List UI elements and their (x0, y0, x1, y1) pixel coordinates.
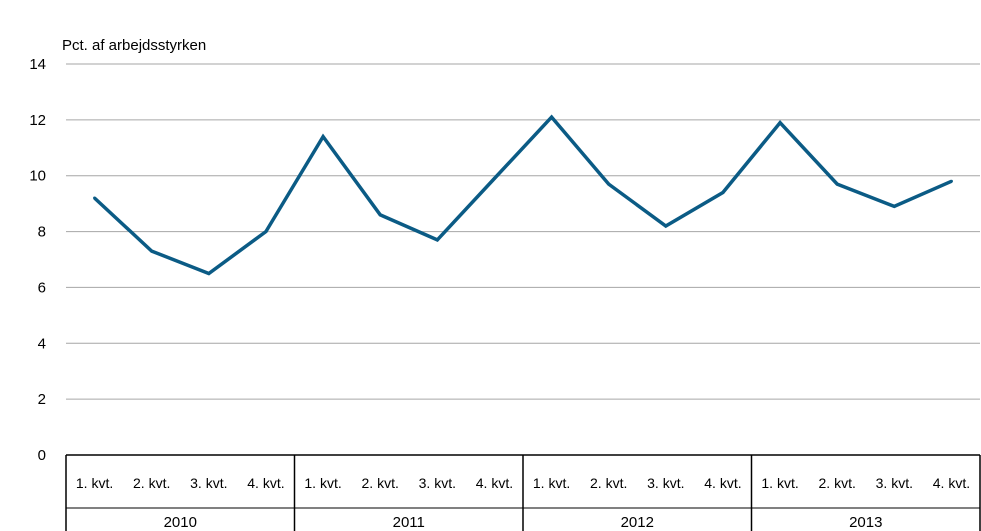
year-label: 2013 (849, 514, 882, 531)
data-point (93, 196, 97, 200)
y-tick-label: 6 (38, 279, 46, 296)
x-tick-label: 1. kvt. (304, 475, 341, 491)
x-tick-label: 3. kvt. (419, 475, 456, 491)
x-tick-label: 4. kvt. (704, 475, 741, 491)
data-point (835, 182, 839, 186)
x-tick-label: 4. kvt. (933, 475, 970, 491)
data-point (607, 182, 611, 186)
y-tick-label: 12 (29, 112, 46, 129)
x-tick-label: 1. kvt. (761, 475, 798, 491)
year-label: 2012 (621, 514, 654, 531)
data-point (778, 121, 782, 125)
y-axis-title: Pct. af arbejdsstyrken (62, 37, 206, 54)
y-tick-label: 10 (29, 168, 46, 185)
x-tick-label: 2. kvt. (133, 475, 170, 491)
data-point (721, 190, 725, 194)
x-tick-label: 4. kvt. (476, 475, 513, 491)
y-tick-label: 0 (38, 447, 46, 464)
y-axis-ticks: 0 2 4 6 8 10 12 14 (29, 56, 46, 464)
y-tick-label: 4 (38, 335, 46, 352)
year-label: 2010 (164, 514, 197, 531)
series-line (93, 114, 953, 276)
data-point (892, 204, 896, 208)
data-point (664, 224, 668, 228)
x-axis-category-table: 1. kvt. 2. kvt. 3. kvt. 4. kvt. 2010 1. kvt. 2… (65, 454, 981, 531)
x-tick-label: 1. kvt. (76, 475, 113, 491)
x-tick-label: 1. kvt. (533, 475, 570, 491)
y-tick-label: 8 (38, 224, 46, 241)
x-tick-label: 3. kvt. (876, 475, 913, 491)
data-point (207, 271, 211, 275)
y-tick-label: 2 (38, 391, 46, 408)
data-point (264, 230, 268, 234)
year-label: 2011 (393, 514, 425, 531)
series-layer (93, 114, 953, 276)
x-tick-label: 3. kvt. (647, 475, 684, 491)
x-tick-label: 2. kvt. (362, 475, 399, 491)
data-point (378, 213, 382, 217)
x-tick-label: 4. kvt. (247, 475, 284, 491)
gridlines (66, 63, 980, 400)
data-point (435, 238, 439, 242)
data-point (949, 179, 953, 183)
x-tick-label: 2. kvt. (590, 475, 627, 491)
y-tick-label: 14 (29, 56, 46, 73)
x-tick-label: 2. kvt. (819, 475, 856, 491)
data-point (550, 115, 554, 119)
data-point (321, 135, 325, 139)
data-point (492, 177, 496, 181)
x-tick-label: 3. kvt. (190, 475, 227, 491)
data-point (150, 249, 154, 253)
